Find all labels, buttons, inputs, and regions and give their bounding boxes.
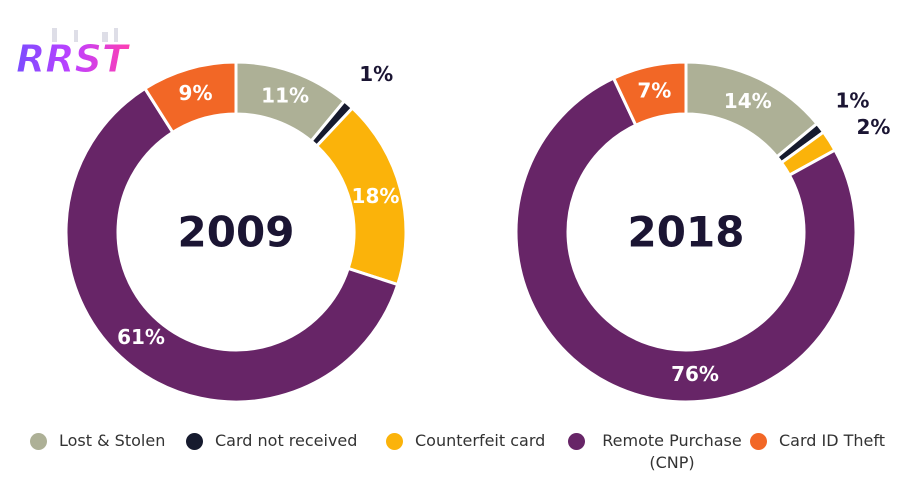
- legend: Lost & Stolen Card not received Counterf…: [0, 430, 914, 480]
- legend-label: Counterfeit card: [415, 431, 546, 450]
- slice-card-id-theft: [611, 60, 688, 128]
- rrst-logo: RRST: [16, 28, 131, 82]
- chart-title: 2009: [178, 208, 295, 257]
- logo-skyline-icon: [52, 28, 118, 42]
- chart-title: 2018: [628, 208, 745, 257]
- slice-label-card-not-received: 1%: [835, 89, 869, 113]
- slice-label-counterfeit-card: 2%: [857, 115, 891, 139]
- slice-label-counterfeit-card: 18%: [352, 184, 400, 208]
- legend-label: Remote Purchase (CNP): [602, 431, 742, 472]
- legend-label: Card not received: [215, 431, 358, 450]
- legend-dot-icon: [568, 433, 585, 450]
- slice-label-remote-purchase-cnp: 61%: [117, 325, 165, 349]
- slice-card-id-theft: [142, 60, 238, 135]
- slice-label-card-not-received: 1%: [359, 62, 393, 86]
- slice-label-remote-purchase-cnp: 76%: [671, 362, 719, 386]
- legend-dot-icon: [750, 433, 767, 450]
- legend-item-card-not-received: Card not received: [186, 430, 357, 452]
- slice-remote-purchase-cnp: [514, 76, 858, 404]
- slice-label-lost-stolen: 14%: [724, 89, 772, 113]
- slice-remote-purchase-cnp: [64, 86, 400, 404]
- legend-item-counterfeit: Counterfeit card: [386, 430, 545, 452]
- donut-charts: 11%1%18%61%9%2009 14% 1%2%76%7%2018: [64, 60, 891, 404]
- legend-label: Lost & Stolen: [59, 431, 166, 450]
- legend-dot-icon: [386, 433, 403, 450]
- slice-label-card-id-theft: 7%: [637, 78, 671, 102]
- legend-label: Card ID Theft: [779, 431, 886, 450]
- legend-item-card-id-theft: Card ID Theft: [750, 430, 885, 452]
- legend-item-lost-stolen: Lost & Stolen: [30, 430, 165, 452]
- donut-chart-2009: 11% 1% 18% 61% 9% 2009: [64, 60, 408, 404]
- logo-text: RRST: [16, 37, 131, 81]
- donut-chart-2018: 14% 1%2% 76% 7% 2018: [514, 60, 891, 404]
- slice-label-card-id-theft: 9%: [179, 81, 213, 105]
- legend-dot-icon: [30, 433, 47, 450]
- slice-label-lost-stolen: 11%: [261, 84, 309, 108]
- legend-item-remote-purchase: Remote Purchase (CNP): [568, 430, 747, 474]
- legend-dot-icon: [186, 433, 203, 450]
